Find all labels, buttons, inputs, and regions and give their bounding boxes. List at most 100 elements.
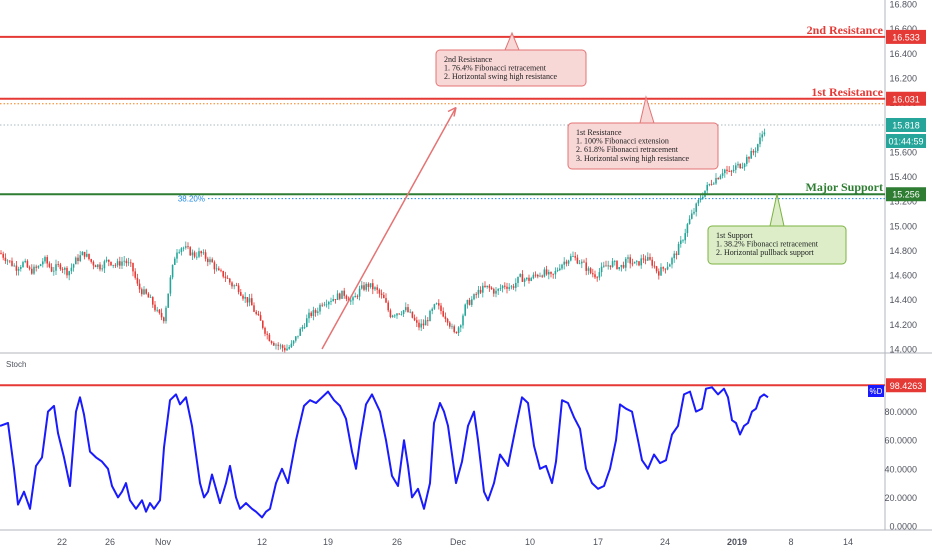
candle-body bbox=[642, 258, 645, 260]
time-tick-label: 22 bbox=[57, 537, 67, 547]
time-tick-label: 12 bbox=[257, 537, 267, 547]
level-name: 2nd Resistance bbox=[807, 23, 884, 37]
candle-body bbox=[163, 317, 165, 322]
price-tick-label: 14.200 bbox=[889, 320, 917, 330]
candle-body bbox=[488, 285, 491, 288]
candle-body bbox=[235, 285, 238, 287]
candle-body bbox=[24, 260, 26, 263]
candle-body bbox=[209, 259, 211, 263]
candle-body bbox=[286, 348, 288, 351]
candle-body bbox=[686, 224, 689, 234]
candle-body bbox=[277, 344, 279, 346]
candle-body bbox=[556, 270, 559, 271]
price-tick-label: 14.600 bbox=[889, 271, 917, 281]
candle-body bbox=[303, 326, 306, 328]
candle-body bbox=[310, 312, 312, 317]
candle-body bbox=[182, 247, 185, 249]
candle-body bbox=[339, 293, 341, 299]
candle-body bbox=[649, 257, 651, 260]
candle-body bbox=[589, 268, 592, 274]
candle-body bbox=[176, 252, 178, 259]
candle-body bbox=[376, 287, 378, 290]
candle-body bbox=[541, 275, 543, 277]
candle-body bbox=[455, 331, 458, 334]
candle-body bbox=[295, 336, 297, 341]
candle-body bbox=[748, 157, 750, 159]
candle-body bbox=[490, 287, 493, 290]
candle-body bbox=[611, 261, 614, 267]
candle-body bbox=[246, 296, 249, 303]
candle-body bbox=[394, 315, 396, 317]
time-tick-label: 24 bbox=[660, 537, 670, 547]
candle-body bbox=[108, 259, 110, 262]
candle-body bbox=[61, 269, 64, 270]
countdown-tag bbox=[886, 133, 926, 148]
candle-body bbox=[22, 262, 24, 268]
candle-body bbox=[684, 233, 686, 241]
candle-body bbox=[603, 265, 605, 267]
first-resistance-callout-box bbox=[567, 122, 719, 170]
candle-body bbox=[543, 269, 546, 277]
candle-body bbox=[53, 270, 55, 272]
candle-body bbox=[431, 308, 433, 311]
candle-body bbox=[614, 261, 616, 262]
candle-body bbox=[72, 264, 75, 268]
candle-body bbox=[647, 257, 649, 261]
candle-body bbox=[581, 261, 583, 264]
candle-body bbox=[119, 261, 121, 266]
time-tick-label: 19 bbox=[323, 537, 333, 547]
candle-body bbox=[154, 304, 156, 311]
candle-body bbox=[70, 267, 73, 272]
candle-body bbox=[156, 309, 158, 311]
candle-body bbox=[486, 285, 488, 288]
candle-body bbox=[352, 297, 354, 301]
candle-body bbox=[143, 289, 145, 295]
candle-body bbox=[169, 277, 172, 294]
candle-body bbox=[110, 261, 112, 266]
candle-body bbox=[211, 259, 213, 263]
candle-body bbox=[180, 248, 183, 252]
candle-body bbox=[532, 274, 535, 279]
candle-body bbox=[336, 293, 339, 300]
candle-body bbox=[416, 320, 418, 323]
candle-body bbox=[229, 278, 231, 283]
candle-body bbox=[396, 313, 398, 316]
candle-body bbox=[471, 299, 473, 305]
candle-body bbox=[631, 263, 634, 265]
price-tick-label: 15.200 bbox=[889, 197, 917, 207]
candle-body bbox=[466, 300, 469, 305]
candle-body bbox=[301, 327, 304, 329]
candle-body bbox=[629, 257, 631, 264]
candle-body bbox=[585, 262, 587, 271]
candle-body bbox=[504, 285, 506, 287]
candle-body bbox=[314, 310, 317, 313]
candle-body bbox=[288, 347, 290, 349]
candle-body bbox=[374, 287, 376, 290]
candle-body bbox=[515, 282, 517, 288]
candle-body bbox=[44, 257, 46, 262]
candle-body bbox=[220, 270, 222, 272]
candle-body bbox=[284, 347, 286, 351]
candle-body bbox=[224, 276, 227, 278]
candle-body bbox=[435, 303, 438, 305]
candle-body bbox=[594, 274, 596, 278]
candle-body bbox=[741, 166, 744, 169]
candle-body bbox=[332, 299, 334, 302]
candle-body bbox=[114, 264, 117, 266]
candle-body bbox=[112, 264, 114, 266]
candle-body bbox=[664, 268, 667, 270]
candle-body bbox=[147, 293, 150, 298]
candle-body bbox=[572, 256, 574, 257]
candle-body bbox=[11, 260, 13, 266]
stoch-tick-label: 20.0000 bbox=[884, 493, 917, 503]
candle-body bbox=[552, 273, 554, 275]
candle-body bbox=[125, 260, 128, 264]
candle-body bbox=[497, 288, 499, 291]
candle-body bbox=[204, 252, 207, 259]
candle-body bbox=[198, 251, 200, 257]
projection-arrow-head bbox=[447, 106, 457, 117]
candle-body bbox=[240, 292, 242, 296]
candle-body bbox=[517, 276, 519, 283]
candle-body bbox=[174, 258, 176, 265]
